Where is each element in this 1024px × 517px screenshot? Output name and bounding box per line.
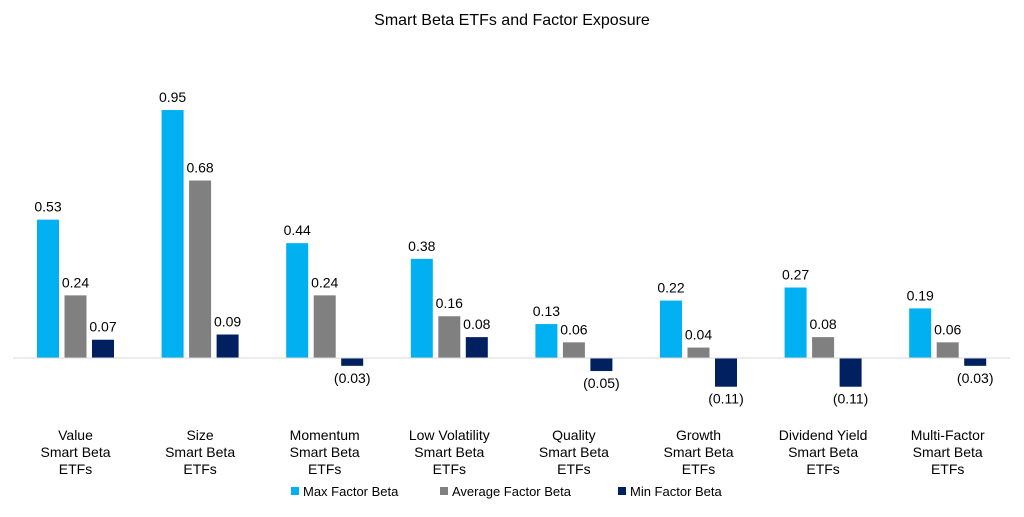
category-label: ETFs	[931, 461, 964, 477]
bar-max-factor-beta	[286, 243, 309, 358]
data-label: 0.08	[809, 316, 836, 332]
category-label: ETFs	[557, 461, 590, 477]
category-label: ETFs	[682, 461, 715, 477]
category-label: Smart Beta	[788, 444, 858, 460]
category-label: ETFs	[433, 461, 466, 477]
data-label: 0.04	[685, 327, 712, 343]
data-label: 0.08	[463, 316, 490, 332]
data-label: (0.03)	[957, 370, 994, 386]
category-label: Low Volatility	[409, 427, 490, 443]
data-label: (0.11)	[833, 391, 869, 407]
data-label: 0.68	[186, 160, 213, 176]
legend-label: Max Factor Beta	[303, 484, 399, 499]
category-label: ETFs	[59, 461, 92, 477]
bar-min-factor-beta	[715, 358, 737, 387]
bar-min-factor-beta	[341, 358, 364, 366]
data-label: (0.05)	[583, 375, 620, 391]
bar-average-factor-beta	[438, 316, 461, 358]
category-label: Smart Beta	[40, 444, 110, 460]
bar-average-factor-beta	[189, 180, 212, 358]
data-label: (0.03)	[334, 370, 371, 386]
category-label: Smart Beta	[663, 444, 733, 460]
bar-min-factor-beta	[839, 358, 862, 387]
data-label: 0.13	[533, 303, 560, 319]
bar-max-factor-beta	[410, 258, 433, 358]
category-label: Size	[186, 427, 213, 443]
bar-average-factor-beta	[313, 295, 336, 358]
category-label: ETFs	[308, 461, 341, 477]
data-label: 0.27	[782, 267, 809, 283]
category-label: Multi-Factor	[911, 427, 985, 443]
category-label: Smart Beta	[165, 444, 235, 460]
category-label: Momentum	[290, 427, 360, 443]
bar-max-factor-beta	[161, 110, 184, 358]
data-label: 0.24	[311, 274, 338, 290]
category-label: Smart Beta	[913, 444, 983, 460]
data-label: 0.07	[89, 319, 116, 335]
category-label: Smart Beta	[290, 444, 360, 460]
bar-min-factor-beta	[216, 334, 239, 358]
legend-swatch	[440, 487, 448, 495]
bar-average-factor-beta	[687, 347, 710, 358]
bar-min-factor-beta	[590, 358, 613, 372]
bar-average-factor-beta	[64, 295, 87, 358]
data-label: 0.44	[284, 222, 311, 238]
legend-label: Average Factor Beta	[452, 484, 572, 499]
bar-max-factor-beta	[535, 324, 558, 358]
data-label: 0.09	[214, 314, 241, 330]
bar-max-factor-beta	[909, 308, 932, 358]
category-label: ETFs	[806, 461, 839, 477]
category-label: Smart Beta	[414, 444, 484, 460]
bar-min-factor-beta	[964, 358, 987, 366]
bar-max-factor-beta	[37, 219, 59, 358]
data-label: 0.22	[657, 280, 684, 296]
category-label: ETFs	[183, 461, 216, 477]
bar-average-factor-beta	[812, 337, 835, 358]
legend: Max Factor Beta Average Factor Beta Min Fa…	[291, 484, 723, 499]
category-label: Growth	[676, 427, 721, 443]
bar-average-factor-beta	[562, 342, 585, 358]
category-label: Quality	[552, 427, 596, 443]
category-label: Value	[58, 427, 93, 443]
data-label: 0.53	[34, 199, 61, 215]
legend-swatch	[618, 487, 626, 495]
category-label: Dividend Yield	[779, 427, 868, 443]
data-label: 0.16	[436, 295, 463, 311]
data-label: (0.11)	[708, 391, 744, 407]
bar-min-factor-beta	[92, 339, 114, 358]
data-label: 0.24	[62, 274, 89, 290]
bar-max-factor-beta	[784, 287, 807, 358]
chart-title: Smart Beta ETFs and Factor Exposure	[374, 12, 650, 29]
bar-min-factor-beta	[465, 337, 488, 358]
data-label: 0.19	[907, 287, 934, 303]
legend-label: Min Factor Beta	[630, 484, 723, 499]
category-label: Smart Beta	[539, 444, 609, 460]
legend-swatch	[291, 487, 299, 495]
data-label: 0.38	[408, 238, 435, 254]
data-label: 0.06	[560, 321, 587, 337]
data-label: 0.95	[159, 89, 186, 105]
bar-average-factor-beta	[936, 342, 959, 358]
plot-area: 0.53 0.24 0.07 0.95 0.68 0.09 0.44 0.24 (0.03) 0.…	[34, 89, 993, 407]
bar-max-factor-beta	[660, 300, 682, 358]
data-label: 0.06	[934, 321, 961, 337]
